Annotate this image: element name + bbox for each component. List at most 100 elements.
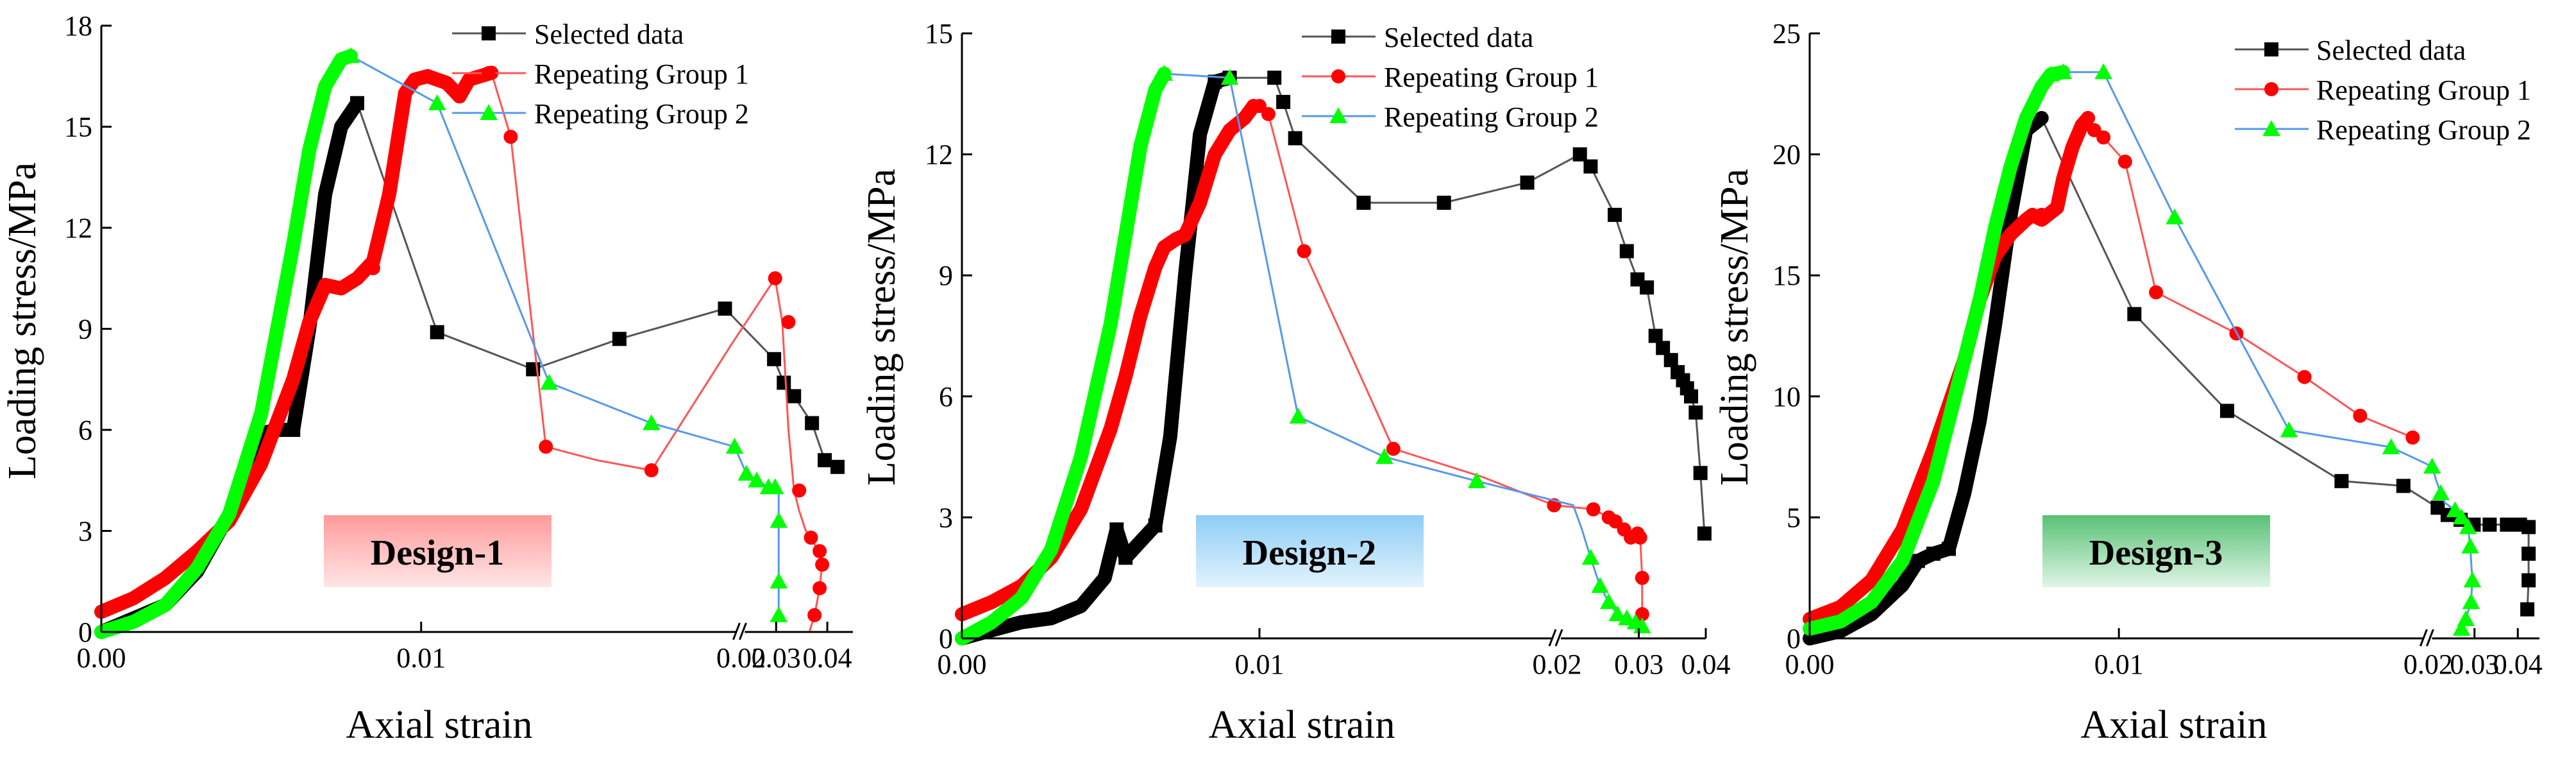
data-point-repeating-group-1	[1261, 107, 1275, 121]
y-tick-label: 15	[64, 112, 92, 143]
data-point-repeating-group-1	[807, 608, 822, 622]
data-point-repeating-group-2	[770, 512, 788, 528]
data-point-repeating-group-2	[1581, 549, 1600, 565]
data-point-repeating-group-2	[2459, 518, 2477, 534]
data-point-repeating-group-2	[1376, 448, 1393, 465]
data-point-repeating-group-2	[540, 373, 558, 390]
data-point-selected-data	[1118, 550, 1133, 565]
data-point-repeating-group-2	[1591, 577, 1609, 593]
y-axis-title: Loading stress/MPa	[1, 162, 44, 479]
data-point-selected-data	[1697, 526, 1712, 541]
data-point-selected-data	[286, 423, 301, 437]
series-band-repeating-group-1	[1803, 111, 2095, 626]
legend-label-repeating-group-1: Repeating Group 1	[534, 58, 749, 90]
data-point-repeating-group-2	[2094, 63, 2112, 80]
data-point-repeating-group-1	[452, 89, 467, 104]
x-tick-label: 0.03	[2450, 649, 2499, 680]
legend: Selected data Repeating Group 1 Repeatin…	[2235, 35, 2531, 146]
design-badge-box	[324, 515, 551, 587]
data-point-repeating-group-1	[812, 544, 827, 558]
data-point-repeating-group-2	[748, 472, 766, 488]
x-tick-label: 0.04	[803, 642, 852, 674]
plot-area: 0 5 10 15 20 25 0.00 0.01 0.020.030.04	[1772, 18, 2543, 680]
y-tick-label: 6	[78, 414, 92, 446]
data-point-selected-data	[1356, 196, 1371, 210]
data-point-repeating-group-1	[644, 463, 659, 477]
y-tick-label: 20	[1772, 139, 1801, 171]
legend-label-repeating-group-1: Repeating Group 1	[2316, 74, 2531, 106]
data-point-selected-data	[1640, 280, 1654, 295]
y-tick-label: 0	[1787, 623, 1801, 654]
data-point-repeating-group-1	[407, 72, 422, 87]
data-point-selected-data	[1288, 131, 1302, 146]
data-point-repeating-group-1	[2149, 285, 2164, 300]
series-repeating-group-2	[955, 65, 1651, 645]
legend-label-selected-data: Selected data	[1384, 22, 1533, 53]
data-point-repeating-group-1	[366, 261, 380, 275]
data-point-repeating-group-2	[2382, 438, 2400, 455]
x-tick-label: 0.00	[938, 649, 987, 680]
plot-area: 0 3 6 9 12 15 0.00 0.01 0.02 0.03 0.04	[925, 18, 1731, 680]
axes: 0 5 10 15 20 25 0.00 0.01 0.020.030.04	[1772, 18, 2543, 680]
data-point-selected-data	[1910, 554, 1925, 568]
data-point-repeating-group-2	[766, 478, 784, 495]
data-point-repeating-group-2	[725, 438, 744, 454]
data-point-selected-data	[2500, 517, 2514, 532]
data-point-selected-data	[1684, 389, 1699, 404]
data-point-selected-data	[787, 389, 802, 404]
data-point-repeating-group-1	[2034, 207, 2049, 222]
x-tick-label: 0.00	[1785, 649, 1835, 680]
y-tick-label: 25	[1772, 18, 1801, 49]
data-point-repeating-group-2	[2423, 457, 2441, 474]
legend-label-selected-data: Selected data	[534, 19, 684, 50]
data-point-selected-data	[1648, 328, 1663, 343]
legend-marker-selected-data	[2264, 42, 2278, 56]
legend-label-repeating-group-1: Repeating Group 1	[1384, 62, 1599, 93]
data-point-selected-data	[1148, 518, 1163, 533]
x-tick-label: 0.01	[396, 642, 446, 674]
data-point-selected-data	[1276, 94, 1291, 109]
data-point-repeating-group-2	[2452, 620, 2471, 636]
data-point-repeating-group-1	[1635, 607, 1649, 622]
y-axis-title: Loading stress/MPa	[860, 169, 904, 486]
data-point-selected-data	[2521, 546, 2536, 561]
x-axis-break-mark	[732, 622, 747, 641]
legend-marker-repeating-group-2	[480, 104, 498, 120]
y-tick-label: 0	[78, 617, 92, 648]
series-repeating-group-2	[1803, 63, 2482, 636]
data-point-selected-data	[1693, 466, 1708, 481]
y-axis-title: Loading stress/MPa	[1713, 169, 1756, 486]
data-point-repeating-group-2	[342, 47, 360, 64]
data-point-selected-data	[2219, 404, 2234, 418]
x-tick-label: 0.03	[752, 642, 801, 674]
data-point-selected-data	[2003, 207, 2018, 222]
y-tick-label: 5	[1787, 502, 1801, 533]
chart-panel-design-1: Loading stress/MPa Axial strain 0 3 6 9 12 15…	[1, 10, 853, 747]
data-point-selected-data	[612, 332, 627, 346]
y-tick-label: 0	[939, 623, 953, 654]
legend-marker-repeating-group-2	[1329, 107, 1347, 123]
x-tick-label: 0.02	[716, 642, 766, 674]
data-point-repeating-group-1	[539, 439, 553, 454]
data-point-selected-data	[1941, 542, 1956, 556]
series-repeating-group-2	[94, 47, 788, 639]
data-point-selected-data	[1436, 196, 1451, 210]
data-point-repeating-group-2	[2452, 508, 2471, 525]
data-point-selected-data	[767, 352, 782, 366]
y-tick-label: 9	[939, 260, 953, 291]
data-point-repeating-group-1	[2405, 430, 2420, 445]
legend-label-repeating-group-2: Repeating Group 2	[534, 98, 749, 130]
x-tick-label: 0.01	[1235, 649, 1284, 680]
plot-area: 0 3 6 9 12 15 18 0.00 0.01 0.020.03 0.04	[64, 10, 853, 674]
data-point-selected-data	[1688, 405, 1703, 420]
data-point-repeating-group-1	[812, 581, 827, 595]
axes: 0 3 6 9 12 15 18 0.00 0.01 0.020.03 0.04	[64, 10, 853, 674]
data-point-repeating-group-2	[737, 465, 755, 481]
data-point-repeating-group-1	[2080, 111, 2095, 126]
y-tick-label: 9	[78, 314, 92, 345]
data-point-repeating-group-1	[420, 69, 435, 83]
data-point-repeating-group-1	[2096, 130, 2111, 145]
series-band-selected-data	[94, 96, 364, 639]
series-band-repeating-group-2	[955, 66, 1172, 645]
